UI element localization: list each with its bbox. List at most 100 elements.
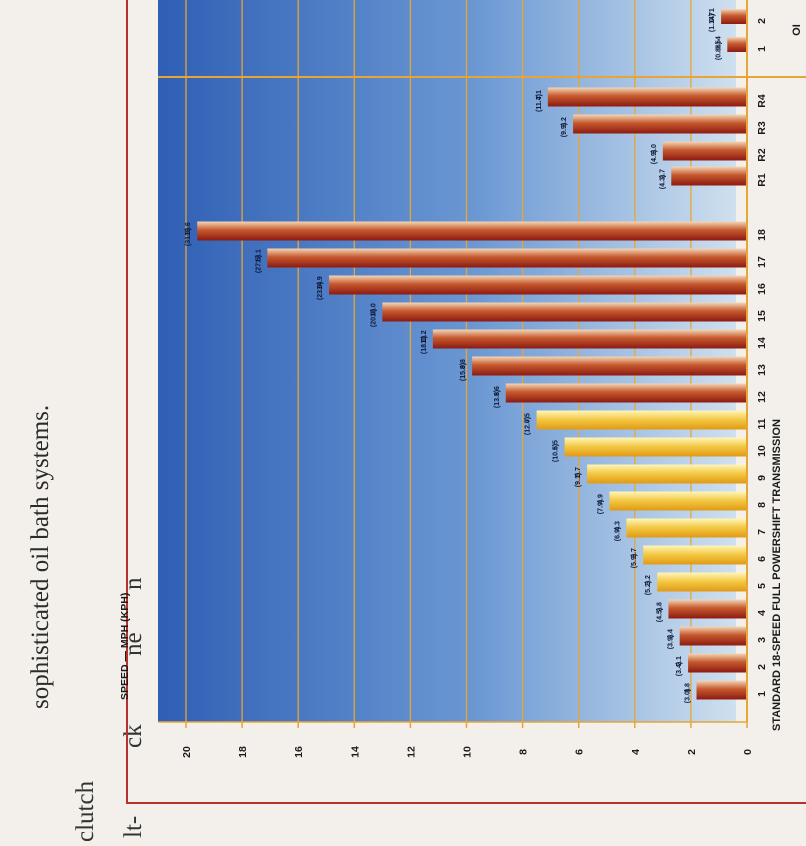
data-label-kph: (12.0) bbox=[525, 417, 532, 435]
bar bbox=[472, 356, 747, 376]
x-tick-label: R3 bbox=[756, 121, 768, 135]
partial-data-label-kph: (0.86) bbox=[715, 42, 722, 60]
x-tick-label: R4 bbox=[756, 94, 768, 108]
x-tick-label: 5 bbox=[756, 583, 768, 589]
value-labels: 1.8(3.0) 2.1(3.4) 2.4(3.9) 2.8(4.5) 3.2(5.2)… bbox=[185, 8, 722, 703]
x-tick-label: 8 bbox=[756, 502, 768, 508]
data-label: 3.7 bbox=[631, 548, 638, 558]
x-tick-label: 2 bbox=[756, 664, 768, 670]
data-label-kph: (9.9) bbox=[561, 123, 568, 137]
data-label: 17.1 bbox=[255, 249, 262, 263]
data-label: 14.9 bbox=[317, 276, 324, 290]
x-tick-label: 15 bbox=[756, 310, 768, 322]
bar bbox=[329, 275, 747, 295]
bar bbox=[679, 626, 747, 646]
bar bbox=[587, 464, 747, 484]
data-label-kph: (5.2) bbox=[645, 581, 652, 595]
bars bbox=[197, 9, 748, 700]
data-label-kph: (15.8) bbox=[460, 363, 467, 381]
y-axis-label: SPEED — MPH (KPH) bbox=[119, 593, 131, 700]
data-label-kph: (31.5) bbox=[185, 228, 192, 246]
y-tick-label: 4 bbox=[630, 749, 642, 755]
y-tick-label: 12 bbox=[405, 746, 417, 758]
y-tick-label: 0 bbox=[742, 749, 754, 755]
data-label: 2.1 bbox=[676, 656, 683, 666]
y-tick-label: 8 bbox=[518, 749, 530, 755]
y-tick-label: 14 bbox=[349, 746, 361, 758]
y-tick-label: 6 bbox=[574, 749, 586, 755]
partial-data-label: 0.54 bbox=[715, 36, 722, 50]
x-tick-label: 10 bbox=[756, 445, 768, 457]
y-tick-label: 2 bbox=[686, 749, 698, 755]
data-label: 5.7 bbox=[575, 467, 582, 477]
data-label: 7.5 bbox=[525, 413, 532, 423]
data-label-kph: (7.9) bbox=[598, 500, 605, 514]
data-label: 4.3 bbox=[614, 521, 621, 531]
data-label-kph: (23.9) bbox=[317, 282, 324, 300]
data-label: 2.4 bbox=[668, 629, 675, 639]
chart-title: STANDARD 18-SPEED FULL POWERSHIFT TRANSM… bbox=[771, 419, 783, 731]
partial-data-label-kph: (1.14) bbox=[709, 14, 716, 32]
data-label-kph: (20.9) bbox=[370, 309, 377, 327]
bar bbox=[382, 302, 747, 322]
data-label-kph: (3.9) bbox=[668, 635, 675, 649]
bar bbox=[564, 437, 747, 457]
x-tick-label: 7 bbox=[756, 529, 768, 535]
bar bbox=[197, 221, 748, 241]
data-label-kph: (6.9) bbox=[614, 527, 621, 541]
y-axis: 0 2 4 6 8 10 12 14 16 18 20 bbox=[158, 0, 754, 758]
data-label: 2.7 bbox=[659, 169, 666, 179]
data-label-kph: (9.1) bbox=[575, 473, 582, 487]
data-label: 9.8 bbox=[460, 359, 467, 369]
data-label-kph: (3.4) bbox=[676, 662, 683, 676]
x-tick-label: 1 bbox=[756, 691, 768, 697]
x-tick-label: 11 bbox=[756, 418, 768, 429]
frame-border-bottom bbox=[126, 802, 806, 804]
data-label-kph: (5.9) bbox=[631, 554, 638, 568]
data-label-kph: (13.9) bbox=[494, 390, 501, 408]
bar bbox=[573, 114, 747, 134]
x-tick-label: 14 bbox=[756, 337, 768, 349]
y-tick-label: 20 bbox=[181, 746, 193, 758]
bar bbox=[643, 545, 747, 565]
data-label-kph: (11.4) bbox=[536, 94, 543, 112]
data-label: 3.2 bbox=[645, 575, 652, 585]
bar bbox=[662, 141, 747, 161]
x-tick-label: 13 bbox=[756, 364, 768, 376]
data-label: 4.9 bbox=[598, 494, 605, 504]
data-label: 13.0 bbox=[370, 303, 377, 317]
bar bbox=[505, 383, 747, 403]
x-tick-label: 12 bbox=[756, 391, 768, 403]
x-tick-label: 16 bbox=[756, 283, 768, 295]
x-tick-label: R1 bbox=[756, 173, 768, 187]
y-tick-label: 18 bbox=[237, 746, 249, 758]
y-tick-label: 10 bbox=[462, 746, 474, 758]
x-tick-label: 18 bbox=[756, 229, 768, 241]
partial-bar bbox=[727, 37, 747, 52]
data-label-kph: (18.1) bbox=[421, 336, 428, 354]
bar bbox=[696, 680, 747, 700]
x-tick-label: 3 bbox=[756, 637, 768, 643]
bar bbox=[671, 166, 747, 186]
data-label-kph: (3.0) bbox=[685, 689, 692, 703]
bar bbox=[668, 599, 747, 619]
data-label: 1.8 bbox=[685, 683, 692, 693]
partial-axis-fragment: OI bbox=[791, 24, 803, 36]
bar bbox=[609, 491, 747, 511]
data-label-kph: (27.5) bbox=[255, 255, 262, 273]
data-label: 19.6 bbox=[185, 222, 192, 236]
bar bbox=[267, 248, 747, 268]
data-label: 2.8 bbox=[656, 602, 663, 612]
x-tick-label: R2 bbox=[756, 148, 768, 162]
data-label: 3.0 bbox=[651, 144, 658, 154]
bar bbox=[626, 518, 747, 538]
x-tick-label: 6 bbox=[756, 556, 768, 562]
data-label-kph: (4.9) bbox=[651, 150, 658, 164]
bar bbox=[688, 653, 747, 673]
bar bbox=[432, 329, 747, 349]
data-label-kph: (10.5) bbox=[553, 444, 560, 462]
x-tick-label: 9 bbox=[756, 475, 768, 481]
partial-bar bbox=[721, 9, 747, 24]
